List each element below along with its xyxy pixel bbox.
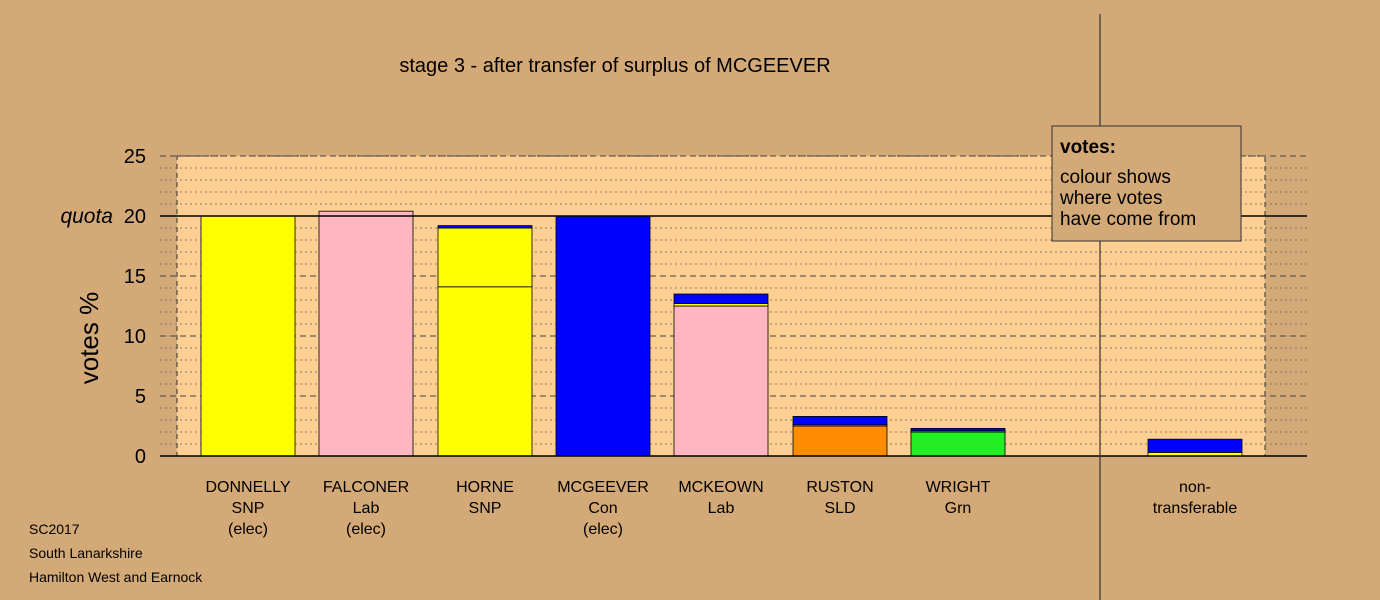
y-tick-label: 5 xyxy=(135,386,146,408)
bar-segment xyxy=(555,215,651,457)
category-label: (elec) xyxy=(228,521,268,538)
legend: votes: colour shows where votes have com… xyxy=(1051,125,1242,242)
y-tick-label: 25 xyxy=(124,146,146,168)
bar-segment xyxy=(318,210,414,457)
bar-stack xyxy=(437,225,533,457)
category-label: SNP xyxy=(469,500,502,517)
y-tick-label: 15 xyxy=(124,266,146,288)
footer-ward: Hamilton West and Earnock xyxy=(29,569,203,585)
bar-segment xyxy=(437,225,533,229)
category-label: DONNELLY xyxy=(205,479,290,496)
bar-stack xyxy=(555,215,651,457)
bar-segment xyxy=(1147,438,1243,453)
category-label: RUSTON xyxy=(806,479,873,496)
category-label: Lab xyxy=(353,500,380,517)
footer: SC2017 South Lanarkshire Hamilton West a… xyxy=(29,521,203,585)
bar-stack xyxy=(200,215,296,457)
chart-title: stage 3 - after transfer of surplus of M… xyxy=(399,55,830,77)
category-label: HORNE xyxy=(456,479,514,496)
bar-segment xyxy=(673,305,769,457)
category-label: non- xyxy=(1179,479,1211,496)
bars xyxy=(200,210,1243,457)
category-label: (elec) xyxy=(583,521,623,538)
bar-stack xyxy=(910,427,1006,457)
bar-segment xyxy=(910,431,1006,457)
category-label: Con xyxy=(588,500,617,517)
footer-council: South Lanarkshire xyxy=(29,545,143,561)
y-tick-label: 10 xyxy=(124,326,146,348)
category-labels: DONNELLY SNP (elec) FALCONER Lab (elec) HORNE S… xyxy=(205,479,1237,538)
bar-segment xyxy=(792,415,888,426)
category-label: MCGEEVER xyxy=(557,479,649,496)
footer-election: SC2017 xyxy=(29,521,80,537)
category-label: transferable xyxy=(1153,500,1238,517)
category-label: WRIGHT xyxy=(926,479,991,496)
bar-segment xyxy=(673,293,769,305)
category-label: Grn xyxy=(945,500,972,517)
bar-stack xyxy=(318,210,414,457)
category-label: (elec) xyxy=(346,521,386,538)
legend-box xyxy=(1051,125,1242,242)
bar-stack xyxy=(673,293,769,457)
legend-line-1: colour shows xyxy=(1060,167,1171,188)
y-tick-label: 20 xyxy=(124,206,146,228)
category-label: Lab xyxy=(708,500,735,517)
legend-line-3: have come from xyxy=(1060,209,1196,230)
bar-segment xyxy=(437,286,533,457)
y-axis-label: votes % xyxy=(74,292,104,385)
quota-label: quota xyxy=(60,205,113,228)
bar-stack xyxy=(792,415,888,457)
bar-segment xyxy=(200,215,296,457)
y-tick-label: 0 xyxy=(135,446,146,468)
legend-title: votes: xyxy=(1060,137,1116,158)
bar-segment xyxy=(910,427,1006,432)
category-label: SNP xyxy=(232,500,265,517)
bar-segment xyxy=(792,425,888,457)
category-label: SLD xyxy=(824,500,855,517)
bar-stack xyxy=(1147,438,1243,457)
legend-line-2: where votes xyxy=(1059,188,1162,209)
category-label: MCKEOWN xyxy=(678,479,763,496)
category-label: FALCONER xyxy=(323,479,409,496)
bar-segment xyxy=(437,227,533,288)
